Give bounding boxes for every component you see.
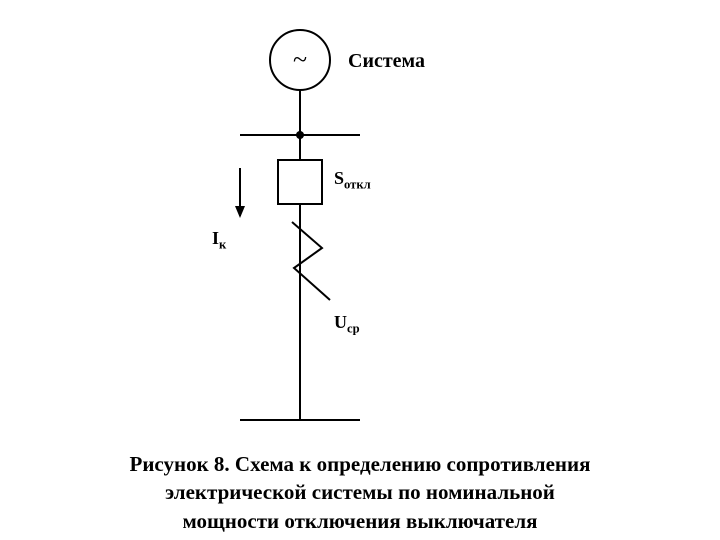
caption-line3: мощности отключения выключателя (183, 509, 538, 533)
svg-text:~: ~ (293, 45, 307, 74)
label-i-k: Iк (212, 228, 226, 253)
label-system: Система (348, 50, 425, 73)
label-u-cp-base: U (334, 312, 347, 332)
diagram-container: ~ Система Sоткл Iк Uср Рисунок 8. Схема … (0, 0, 720, 540)
label-i-k-sub: к (219, 238, 226, 252)
caption-line2: электрической системы по номинальной (165, 480, 555, 504)
caption-line1: Рисунок 8. Схема к определению сопротивл… (130, 452, 591, 476)
figure-caption: Рисунок 8. Схема к определению сопротивл… (0, 450, 720, 535)
label-s-otkl-base: S (334, 168, 344, 188)
label-i-k-base: I (212, 228, 219, 248)
label-u-cp-sub: ср (347, 322, 360, 336)
label-s-otkl: Sоткл (334, 168, 371, 193)
label-s-otkl-sub: откл (344, 178, 371, 192)
label-u-cp: Uср (334, 312, 360, 337)
